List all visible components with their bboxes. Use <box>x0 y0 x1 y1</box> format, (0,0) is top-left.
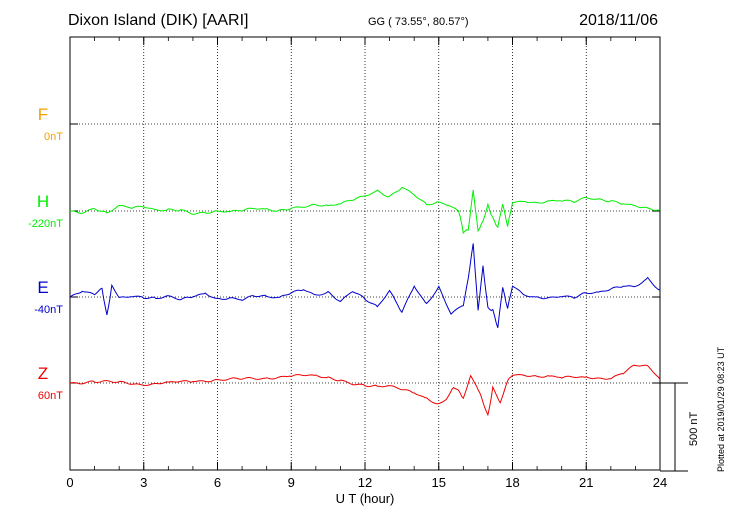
component-baseline-label: -220nT <box>28 218 63 230</box>
x-tick-label: 6 <box>214 475 221 490</box>
x-tick-label: 21 <box>579 475 593 490</box>
component-baseline-label: 60nT <box>38 390 63 402</box>
x-tick-label: 15 <box>432 475 446 490</box>
station-title: Dixon Island (DIK) [AARI] <box>68 12 249 29</box>
x-tick-label: 0 <box>66 475 73 490</box>
x-tick-label: 18 <box>505 475 519 490</box>
component-label: Z <box>38 364 48 383</box>
x-tick-label: 9 <box>288 475 295 490</box>
component-label: F <box>38 105 48 124</box>
trace-Z <box>69 364 661 417</box>
trace-H <box>69 186 661 234</box>
x-tick-label: 12 <box>358 475 372 490</box>
component-baseline-label: 0nT <box>44 131 63 143</box>
x-axis-label: U T (hour) <box>336 491 395 506</box>
geographic-coordinates: GG ( 73.55°, 80.57°) <box>368 16 469 28</box>
trace-E <box>69 243 661 328</box>
x-tick-label: 3 <box>140 475 147 490</box>
component-label: E <box>37 278 48 297</box>
x-tick-label: 24 <box>653 475 667 490</box>
component-label: H <box>37 192 49 211</box>
component-baseline-label: -40nT <box>34 304 63 316</box>
plot-date: 2018/11/06 <box>579 12 658 29</box>
